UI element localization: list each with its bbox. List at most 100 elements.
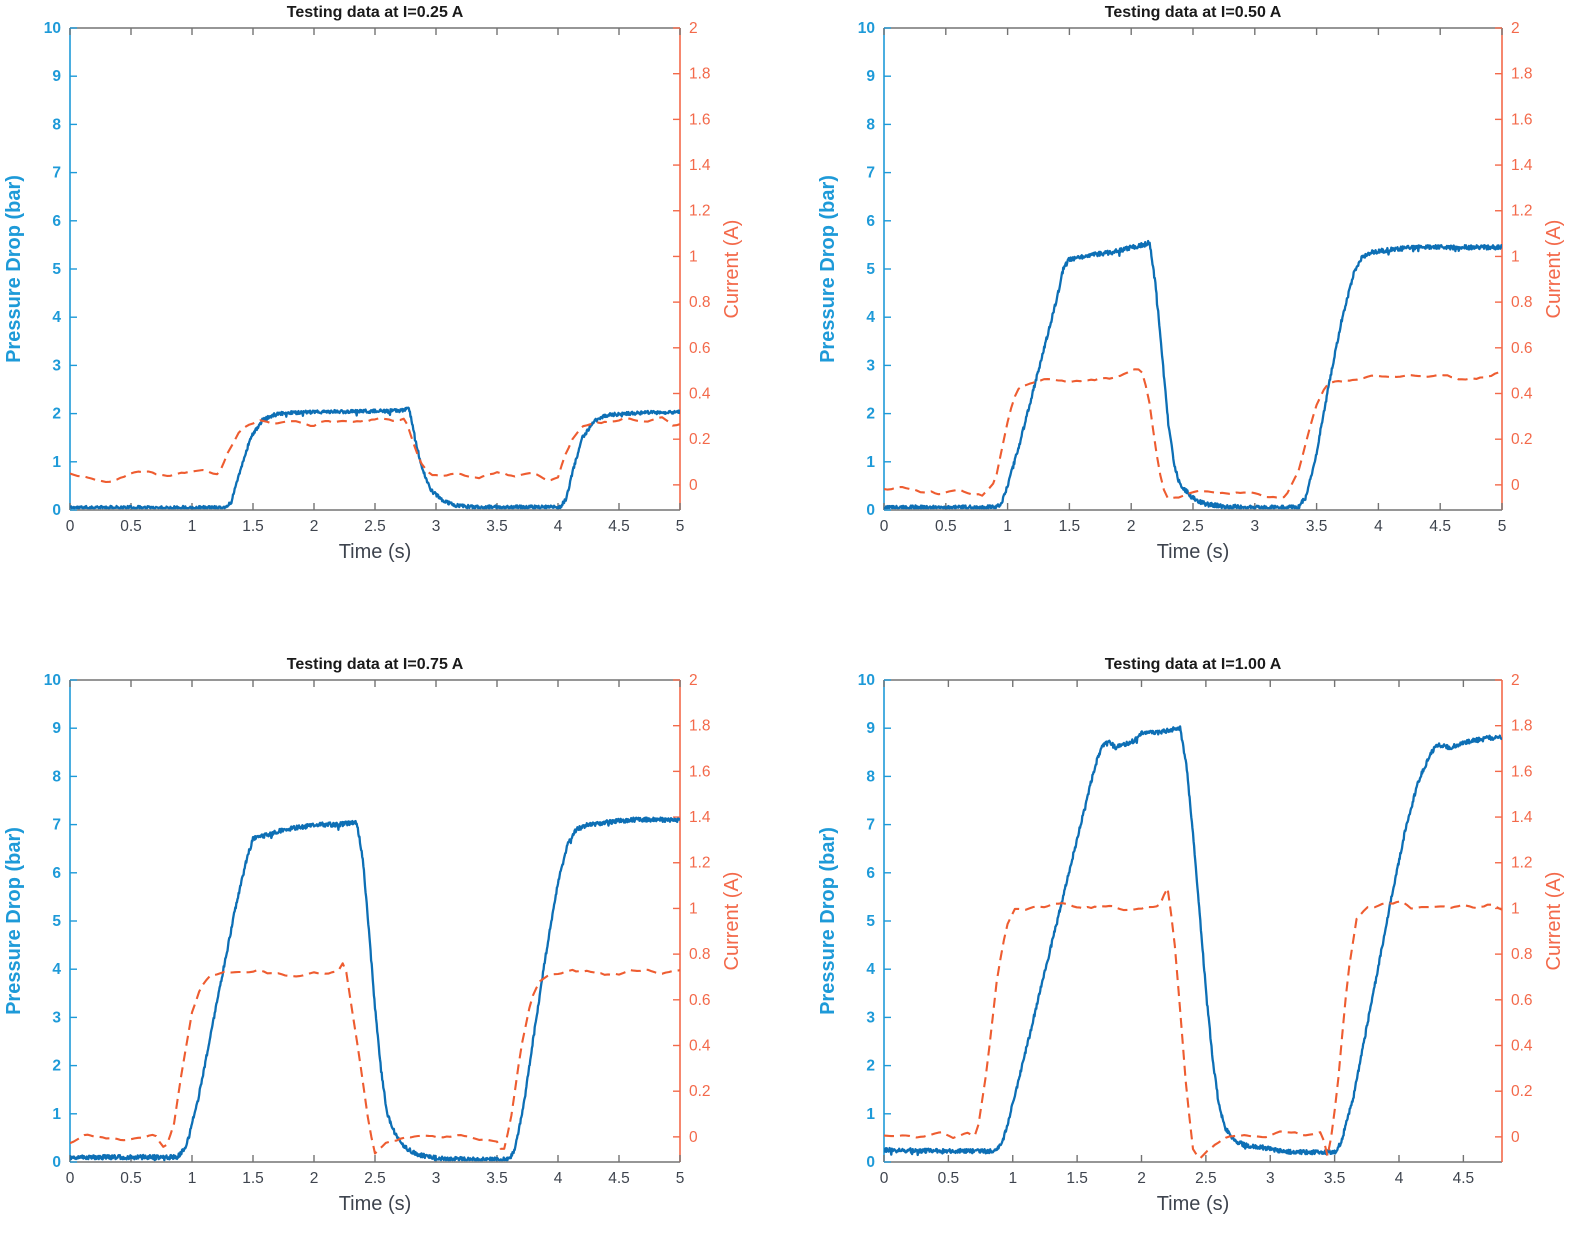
right-y-tick-label: 0 (1511, 1129, 1520, 1146)
left-y-tick-label: 8 (866, 768, 875, 785)
left-y-tick-label: 4 (52, 309, 61, 326)
left-y-tick-label: 4 (866, 309, 875, 326)
left-y-tick-label: 6 (866, 865, 875, 882)
x-tick-label: 4.5 (1453, 1170, 1475, 1187)
left-y-tick-label: 0 (866, 502, 875, 519)
x-tick-label: 0.5 (120, 518, 142, 535)
left-y-tick-label: 10 (858, 672, 875, 689)
left-y-tick-label: 3 (866, 1009, 875, 1026)
x-tick-label: 4 (554, 1170, 563, 1187)
x-axis-label: Time (s) (1157, 541, 1230, 563)
right-y-tick-label: 1 (1511, 900, 1520, 917)
left-y-tick-label: 7 (52, 817, 61, 834)
x-tick-label: 0 (880, 518, 889, 535)
x-tick-label: 2 (310, 518, 319, 535)
right-y-tick-label: 0.6 (689, 340, 711, 357)
x-axis-label: Time (s) (339, 1193, 412, 1215)
left-y-tick-label: 1 (52, 1106, 61, 1123)
current-line (70, 416, 680, 484)
x-tick-label: 0 (66, 1170, 75, 1187)
pressure-drop-line (884, 725, 1502, 1157)
right-y-tick-label: 2 (1511, 20, 1520, 37)
right-y-tick-label: 1.8 (1511, 66, 1533, 83)
left-y-tick-label: 6 (52, 213, 61, 230)
x-tick-label: 2.5 (1195, 1170, 1217, 1187)
left-y-tick-label: 9 (866, 68, 875, 85)
right-y-tick-label: 0.2 (1511, 1083, 1533, 1100)
right-y-tick-label: 1.8 (689, 718, 711, 735)
left-y-axis-label: Pressure Drop (bar) (3, 175, 25, 363)
chart-title: Testing data at I=1.00 A (1105, 656, 1282, 673)
x-tick-label: 4 (554, 518, 563, 535)
x-tick-label: 0.5 (120, 1170, 142, 1187)
left-y-tick-label: 7 (866, 817, 875, 834)
right-y-tick-label: 1.4 (1511, 809, 1533, 826)
x-tick-label: 0 (66, 518, 75, 535)
left-y-tick-label: 2 (52, 1058, 61, 1075)
x-tick-label: 2 (1127, 518, 1136, 535)
x-tick-label: 4.5 (608, 518, 630, 535)
x-tick-label: 0.5 (935, 518, 957, 535)
x-tick-label: 4 (1395, 1170, 1404, 1187)
x-tick-label: 1.5 (1059, 518, 1081, 535)
x-tick-label: 1.5 (242, 1170, 264, 1187)
x-tick-label: 5 (1498, 518, 1507, 535)
left-y-tick-label: 8 (52, 768, 61, 785)
x-tick-label: 4.5 (1429, 518, 1451, 535)
left-y-tick-label: 1 (52, 454, 61, 471)
left-y-axis-label: Pressure Drop (bar) (817, 827, 839, 1015)
chart-title: Testing data at I=0.25 A (287, 4, 464, 21)
left-y-tick-label: 0 (52, 502, 61, 519)
right-y-tick-label: 0.4 (1511, 385, 1533, 402)
left-y-tick-label: 5 (866, 913, 875, 930)
right-y-axis-label: Current (A) (721, 220, 743, 319)
right-y-tick-label: 1.6 (1511, 763, 1533, 780)
x-tick-label: 3.5 (486, 518, 508, 535)
right-y-tick-label: 0 (689, 477, 698, 494)
x-tick-label: 0.5 (938, 1170, 960, 1187)
left-y-tick-label: 0 (866, 1154, 875, 1171)
chart-title: Testing data at I=0.50 A (1105, 4, 1282, 21)
left-y-tick-label: 9 (866, 720, 875, 737)
right-y-tick-label: 0.8 (1511, 294, 1533, 311)
x-tick-label: 5 (676, 1170, 685, 1187)
right-y-tick-label: 1.2 (689, 855, 711, 872)
right-y-axis-label: Current (A) (1543, 872, 1565, 971)
right-y-tick-label: 1.2 (689, 203, 711, 220)
series-group (70, 816, 680, 1162)
chart-testing-050A: 0 0.5 1 1.5 2 2.5 3 3.5 4 4.5 5 0 1 2 3 4 5 6 7 8 9 10 0 0.2 0.4… (794, 0, 1588, 616)
left-y-tick-label: 3 (866, 357, 875, 374)
chart-title: Testing data at I=0.75 A (287, 656, 464, 673)
current-line (884, 368, 1502, 500)
right-y-axis-label: Current (A) (721, 872, 743, 971)
right-y-axis-label: Current (A) (1543, 220, 1565, 319)
pressure-drop-line (70, 406, 680, 510)
x-tick-label: 2.5 (364, 1170, 386, 1187)
left-y-tick-label: 3 (52, 357, 61, 374)
x-tick-label: 0 (880, 1170, 889, 1187)
chart-canvas: 0 0.5 1 1.5 2 2.5 3 3.5 4 4.5 5 0 1 2 3 4 5 6 7 8 9 10 0 0.2 0.4… (3, 656, 743, 1215)
right-y-tick-label: 0.6 (689, 992, 711, 1009)
chart-canvas: 0 0.5 1 1.5 2 2.5 3 3.5 4 4.5 0 1 2 3 4 5 6 7 8 9 10 0 0.2 0.4 0… (817, 656, 1565, 1215)
current-line (70, 962, 680, 1155)
right-y-tick-label: 0.2 (1511, 431, 1533, 448)
current-line (884, 887, 1502, 1160)
left-y-tick-label: 7 (52, 165, 61, 182)
left-y-tick-label: 2 (866, 406, 875, 423)
right-y-tick-label: 1.6 (689, 763, 711, 780)
right-y-tick-label: 1.8 (689, 66, 711, 83)
x-tick-label: 4.5 (608, 1170, 630, 1187)
x-tick-label: 1 (1008, 1170, 1017, 1187)
left-y-tick-label: 8 (52, 116, 61, 133)
x-tick-label: 5 (676, 518, 685, 535)
right-y-tick-label: 0 (1511, 477, 1520, 494)
x-axis-label: Time (s) (1157, 1193, 1230, 1215)
right-y-tick-label: 1.2 (1511, 855, 1533, 872)
x-tick-label: 2.5 (364, 518, 386, 535)
left-y-tick-label: 5 (866, 261, 875, 278)
left-y-axis-label: Pressure Drop (bar) (817, 175, 839, 363)
x-tick-label: 3.5 (486, 1170, 508, 1187)
left-y-tick-label: 2 (52, 406, 61, 423)
left-y-tick-label: 9 (52, 720, 61, 737)
right-y-tick-label: 1.4 (689, 157, 711, 174)
